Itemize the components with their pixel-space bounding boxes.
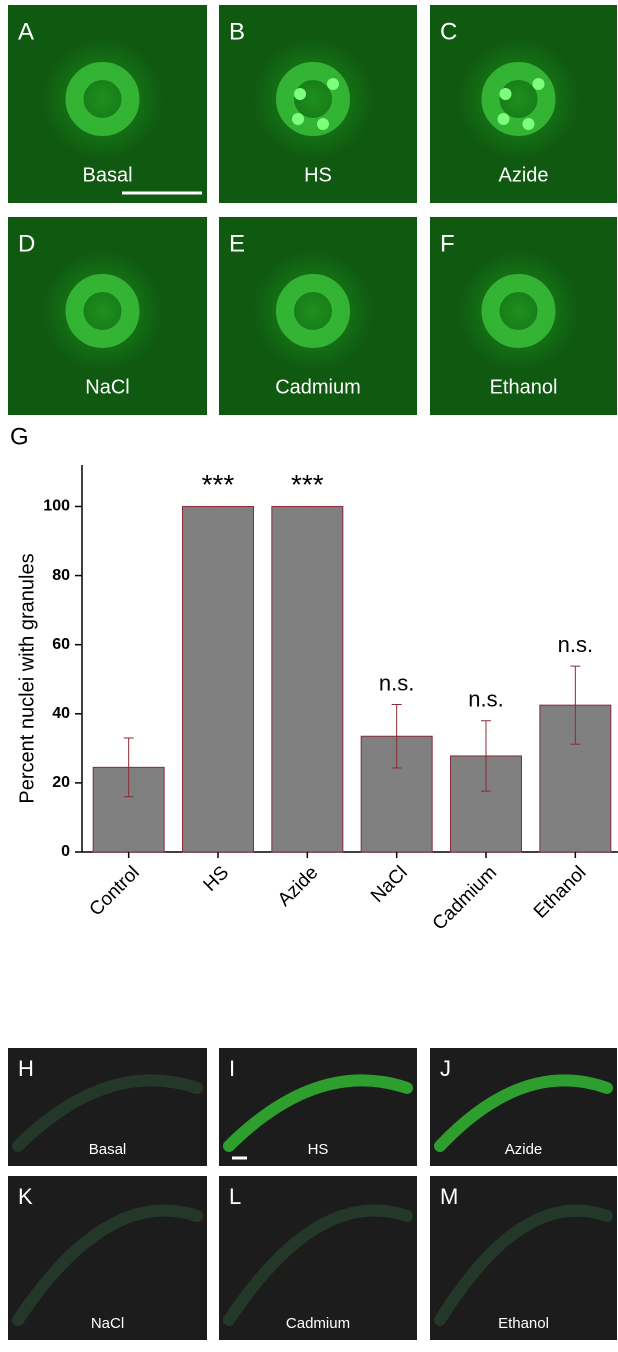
panel-label: NaCl <box>91 1315 124 1332</box>
panel-letter: C <box>440 18 457 45</box>
error-bar <box>481 720 491 792</box>
panel-letter: I <box>229 1056 235 1081</box>
panel-letter: E <box>229 230 245 257</box>
significance: *** <box>202 469 235 500</box>
panel-label: HS <box>304 164 332 186</box>
significance: n.s. <box>558 632 593 657</box>
panel-letter: A <box>18 18 34 45</box>
x-tick-label: Ethanol <box>530 862 590 922</box>
error-bar <box>391 703 402 769</box>
panel-label: Ethanol <box>498 1315 549 1332</box>
granule <box>292 113 304 125</box>
y-tick-label: 40 <box>52 705 70 722</box>
y-tick-label: 20 <box>52 774 70 791</box>
panel-letter: J <box>440 1056 451 1081</box>
panel-label: Azide <box>498 164 548 186</box>
y-axis-label: Percent nuclei with granules <box>16 553 38 803</box>
granule <box>294 88 306 100</box>
micrograph <box>8 1176 207 1340</box>
micrograph <box>219 1048 417 1166</box>
worm <box>434 1074 613 1152</box>
panel-label: Basal <box>82 164 132 186</box>
nucleus-glow <box>42 39 163 159</box>
granule <box>497 113 510 125</box>
granule <box>317 118 329 130</box>
x-tick-label: Azide <box>274 862 322 910</box>
worm <box>12 1204 203 1326</box>
nucleus-glow <box>42 251 163 371</box>
error-bar <box>570 665 581 745</box>
nucleus-glow <box>458 39 579 159</box>
panel-label: NaCl <box>85 376 129 398</box>
worm <box>223 1074 413 1152</box>
micrograph <box>430 1176 617 1340</box>
panel-letter: K <box>18 1184 33 1209</box>
nucleus-glow <box>253 39 373 159</box>
panel-label: Basal <box>89 1141 127 1158</box>
panel-letter: M <box>440 1184 458 1209</box>
worm <box>12 1074 203 1152</box>
granule <box>327 78 339 90</box>
panel-letter: F <box>440 230 455 257</box>
y-tick-label: 80 <box>52 567 70 584</box>
nucleus-glow <box>253 251 373 371</box>
worm <box>434 1204 613 1326</box>
y-tick-label: 0 <box>61 843 70 860</box>
significance: *** <box>291 469 324 500</box>
panel-letter: G <box>10 423 29 450</box>
panel-label: Cadmium <box>275 376 361 398</box>
micrograph <box>430 1048 617 1166</box>
panel-letter: D <box>18 230 35 257</box>
panel-label: Azide <box>505 1141 543 1158</box>
panel-label: Ethanol <box>490 376 558 398</box>
worm <box>223 1204 413 1326</box>
nucleus <box>481 274 556 348</box>
x-tick-label: Control <box>86 862 144 920</box>
y-tick-label: 60 <box>52 636 70 653</box>
x-tick-label: HS <box>200 862 234 896</box>
error-bar <box>123 737 134 798</box>
granule <box>532 78 545 90</box>
nucleus <box>276 274 350 348</box>
x-tick-label: NaCl <box>367 862 412 907</box>
panel-label: Cadmium <box>286 1315 350 1332</box>
panel-letter: B <box>229 18 245 45</box>
significance: n.s. <box>379 670 414 695</box>
x-tick-label: Cadmium <box>429 862 501 934</box>
nucleus <box>481 62 556 136</box>
panel-letter: L <box>229 1184 241 1209</box>
nucleus <box>276 62 350 136</box>
panel-label: HS <box>308 1141 329 1158</box>
granule <box>522 118 535 130</box>
significance: n.s. <box>468 687 503 712</box>
bar <box>182 505 254 853</box>
micrograph <box>8 1048 207 1166</box>
micrograph <box>219 1176 417 1340</box>
panel-letter: H <box>18 1056 34 1081</box>
nucleus-glow <box>458 251 579 371</box>
nucleus <box>65 274 140 348</box>
nucleus <box>65 62 140 136</box>
granule <box>499 88 512 100</box>
y-tick-label: 100 <box>43 498 70 515</box>
bar <box>271 505 344 853</box>
